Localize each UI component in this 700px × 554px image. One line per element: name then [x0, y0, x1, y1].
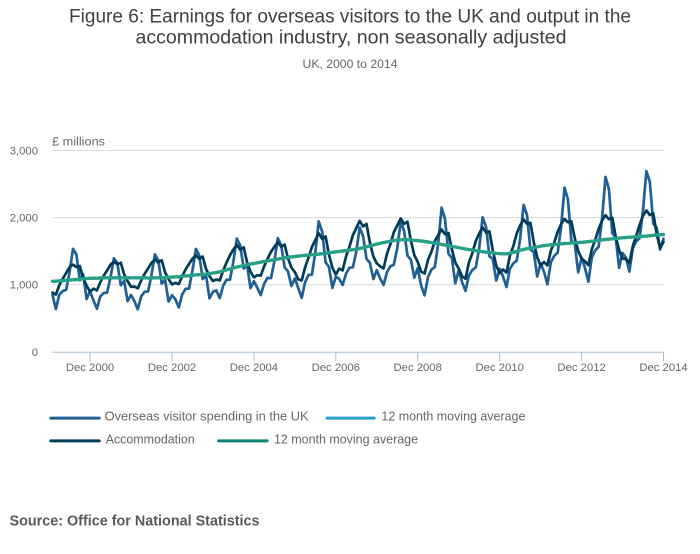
svg-text:Dec 2002: Dec 2002 — [148, 362, 196, 374]
svg-text:Source: Office for National St: Source: Office for National Statistics — [10, 514, 260, 530]
svg-text:£ millions: £ millions — [52, 137, 105, 149]
svg-text:2,000: 2,000 — [10, 213, 38, 225]
svg-text:12 month moving average: 12 month moving average — [274, 431, 418, 446]
svg-text:Dec 2010: Dec 2010 — [476, 362, 524, 374]
svg-text:12 month moving average: 12 month moving average — [381, 408, 525, 423]
svg-text:Dec 2006: Dec 2006 — [312, 362, 360, 374]
svg-text:UK, 2000 to 2014: UK, 2000 to 2014 — [303, 57, 398, 71]
svg-text:Dec 2014: Dec 2014 — [639, 362, 687, 374]
svg-text:Figure 6: Earnings for oversea: Figure 6: Earnings for overseas visitors… — [69, 7, 631, 28]
svg-text:Accommodation: Accommodation — [106, 431, 195, 446]
svg-text:accommodation industry, non se: accommodation industry, non seasonally a… — [136, 27, 567, 48]
svg-text:Overseas visitor spending in t: Overseas visitor spending in the UK — [105, 408, 309, 423]
svg-text:Dec 2012: Dec 2012 — [557, 362, 605, 374]
svg-text:0: 0 — [32, 347, 38, 359]
svg-text:1,000: 1,000 — [10, 280, 38, 292]
svg-text:Dec 2004: Dec 2004 — [230, 362, 278, 374]
svg-text:Dec 2000: Dec 2000 — [66, 362, 114, 374]
svg-text:Dec 2008: Dec 2008 — [394, 362, 442, 374]
svg-text:3,000: 3,000 — [10, 145, 38, 157]
